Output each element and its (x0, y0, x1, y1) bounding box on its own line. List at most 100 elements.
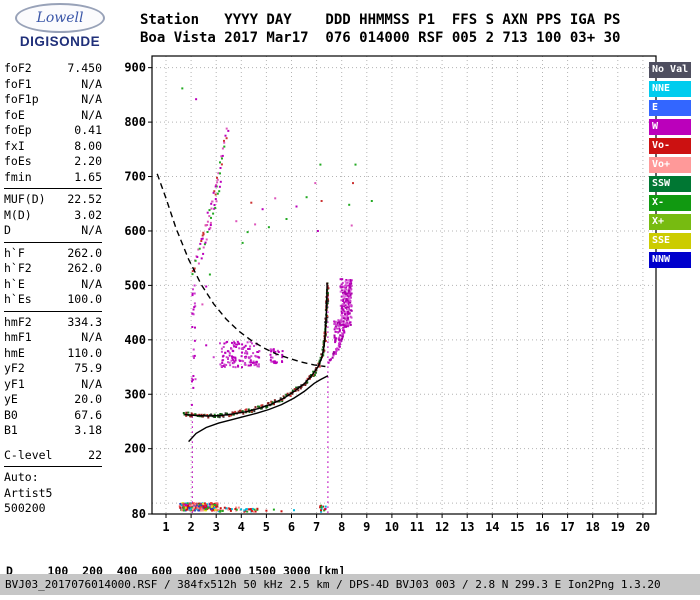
svg-text:80: 80 (132, 507, 146, 521)
svg-text:14: 14 (485, 520, 499, 534)
parameter-value: 67.6 (74, 407, 102, 422)
parameter-value: 262.0 (67, 261, 102, 275)
svg-text:20: 20 (636, 520, 650, 534)
legend-item-w: W (649, 119, 691, 135)
parameter-label: yF2 (4, 361, 25, 375)
parameter-row: B1 3.18 (4, 423, 102, 439)
parameter-row: Artist5 (4, 486, 102, 502)
svg-text:4: 4 (238, 520, 245, 534)
svg-text:700: 700 (124, 170, 146, 184)
parameter-value: 20.0 (74, 392, 102, 406)
parameter-label: hmF1 (4, 330, 32, 344)
o-trace-fit (184, 282, 328, 417)
legend-item-vo+: Vo+ (649, 157, 691, 173)
parameter-label: foE (4, 107, 25, 122)
parameter-row: hmF1 N/A (4, 330, 102, 346)
legend-item-nnw: NNW (649, 252, 691, 268)
parameter-label: B1 (4, 423, 18, 437)
lowell-digisonde-logo: Lowell DIGISONDE (8, 3, 112, 49)
separator (4, 188, 102, 189)
parameter-label: Auto: (4, 470, 39, 484)
parameter-row: foE N/A (4, 108, 102, 124)
parameter-value: 100.0 (67, 292, 102, 306)
parameter-label: MUF(D) (4, 192, 46, 206)
parameter-label: foF2 (4, 61, 32, 75)
parameter-row: MUF(D) 22.52 (4, 192, 102, 208)
svg-text:10: 10 (385, 520, 399, 534)
svg-text:9: 9 (363, 520, 370, 534)
svg-text:800: 800 (124, 115, 146, 129)
curve-layer (156, 173, 329, 443)
legend-item-e: E (649, 100, 691, 116)
parameter-value: 1.65 (74, 169, 102, 184)
svg-text:3: 3 (213, 520, 220, 534)
parameter-row: foF1 N/A (4, 77, 102, 93)
legend-item-x-: X- (649, 195, 691, 211)
logo-wordmark: Lowell (36, 10, 84, 26)
parameter-value: N/A (81, 376, 102, 391)
doppler-direction-legend: No Val NNE E W Vo- Vo+ SSW X- X+ SSE NNW (649, 62, 691, 271)
parameter-row: h`F2 262.0 (4, 261, 102, 277)
parameter-value: 22 (88, 447, 102, 462)
parameter-value: 8.00 (74, 138, 102, 153)
parameter-row: yF2 75.9 (4, 361, 102, 377)
parameter-label: fxI (4, 138, 25, 153)
separator (4, 241, 102, 243)
parameter-label: yF1 (4, 376, 25, 391)
logo-oval: Lowell (15, 3, 105, 33)
parameter-label: 500200 (4, 501, 46, 515)
parameter-panel: foF2 7.450 foF1 N/A foF1p N/A foE N/A foEp 0.41 fx… (4, 61, 102, 517)
parameter-value: N/A (81, 107, 102, 122)
svg-text:16: 16 (535, 520, 549, 534)
parameter-label: Artist5 (4, 485, 53, 500)
echo-data-layer (178, 87, 373, 513)
parameter-row: yE 20.0 (4, 392, 102, 408)
parameter-value: N/A (81, 76, 102, 91)
svg-text:2: 2 (187, 520, 194, 534)
parameter-value: N/A (81, 223, 102, 237)
parameter-row: h`Es 100.0 (4, 292, 102, 308)
parameter-label: foF1p (4, 92, 39, 106)
parameter-value: 22.52 (67, 192, 102, 206)
parameter-label: h`F (4, 245, 25, 260)
svg-text:19: 19 (611, 520, 625, 534)
parameter-row: fxI 8.00 (4, 139, 102, 155)
parameter-label: M(D) (4, 207, 32, 222)
svg-text:5: 5 (263, 520, 270, 534)
svg-text:1: 1 (162, 520, 169, 534)
parameter-value: 7.450 (67, 61, 102, 75)
parameter-row: h`F 262.0 (4, 246, 102, 262)
parameter-row: foEp 0.41 (4, 123, 102, 139)
parameter-row: B0 67.6 (4, 408, 102, 424)
parameter-value: 75.9 (74, 361, 102, 375)
parameter-row: D N/A (4, 223, 102, 239)
parameter-row: C-level 22 (4, 448, 102, 464)
parameter-label: hmE (4, 345, 25, 360)
svg-text:13: 13 (460, 520, 474, 534)
svg-text:600: 600 (124, 224, 146, 238)
parameter-value: 334.3 (67, 314, 102, 329)
parameter-value: 0.41 (74, 123, 102, 137)
svg-text:400: 400 (124, 333, 146, 347)
parameter-value: N/A (81, 276, 102, 291)
legend-item-ssw: SSW (649, 176, 691, 192)
parameter-value: N/A (81, 92, 102, 106)
parameter-label: D (4, 223, 11, 237)
parameter-label: C-level (4, 447, 53, 462)
svg-text:18: 18 (585, 520, 599, 534)
svg-text:500: 500 (124, 278, 146, 292)
separator (4, 466, 102, 467)
parameter-row: fmin 1.65 (4, 170, 102, 186)
parameter-label: foEs (4, 154, 32, 168)
parameter-row: foF1p N/A (4, 92, 102, 108)
parameter-label: hmF2 (4, 314, 32, 329)
status-text: BVJ03_2017076014000.RSF / 384fx512h 50 k… (5, 578, 661, 591)
parameter-value: 110.0 (67, 345, 102, 360)
logo-subtitle: DIGISONDE (19, 34, 101, 49)
legend-item-vo-: Vo- (649, 138, 691, 154)
svg-text:200: 200 (124, 442, 146, 456)
parameter-value: 3.18 (74, 423, 102, 437)
parameter-value: N/A (81, 330, 102, 344)
